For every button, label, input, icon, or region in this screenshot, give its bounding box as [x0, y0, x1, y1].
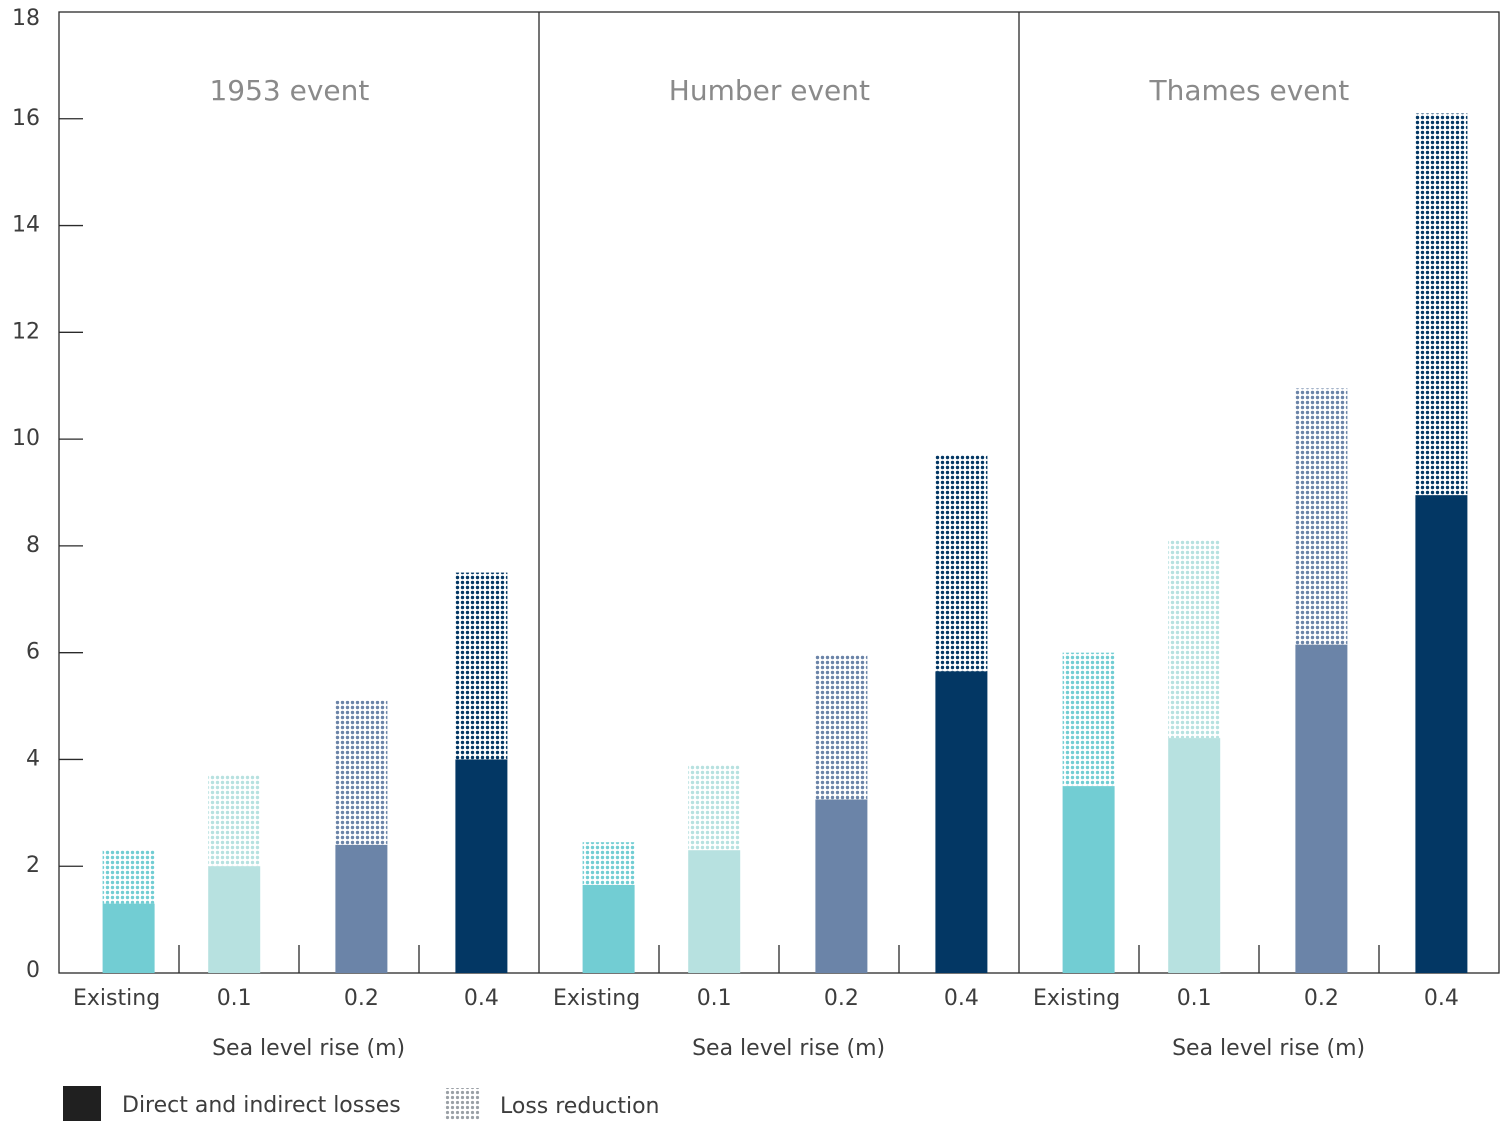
bar-loss-reduction [455, 572, 508, 760]
bar-loss-reduction [1168, 540, 1221, 739]
bar-direct-indirect-losses [935, 671, 988, 973]
y-tick-label: 2 [26, 853, 40, 878]
bar-loss-reduction [688, 764, 741, 851]
panel: Humber event Existing 0.1 0.2 0.4 Sea level r… [553, 74, 988, 1061]
x-tick-label: 0.2 [1304, 986, 1339, 1011]
x-tick-label: 0.1 [1177, 986, 1212, 1011]
plot-border [58, 11, 1500, 974]
legend-swatch-loss-reduction [444, 1088, 480, 1120]
bar-direct-indirect-losses [1295, 644, 1348, 973]
legend-swatch-losses [63, 1086, 101, 1121]
bar-loss-reduction [335, 700, 388, 845]
panel-title: 1953 event [209, 74, 369, 107]
x-axis-title: Sea level rise (m) [212, 1036, 405, 1061]
panel: Thames event Existing 0.1 0.2 0.4 Sea level r… [1033, 74, 1468, 1061]
bar-direct-indirect-losses [102, 903, 155, 973]
legend-label-loss-reduction: Loss reduction [500, 1094, 660, 1119]
y-tick-label: 12 [12, 319, 40, 344]
x-tick-label: 0.1 [217, 986, 252, 1011]
bar-loss-reduction [1062, 652, 1115, 787]
y-tick-label: 18 [12, 6, 40, 31]
x-tick-label: Existing [73, 986, 160, 1011]
bar-loss-reduction [815, 655, 868, 800]
bar-direct-indirect-losses [815, 799, 868, 973]
panel-title: Humber event [669, 74, 870, 107]
legend: Direct and indirect losses Loss reduction [63, 1086, 660, 1121]
x-axis-title: Sea level rise (m) [1172, 1036, 1365, 1061]
y-tick-label: 8 [26, 533, 40, 558]
x-tick-label: 0.2 [824, 986, 859, 1011]
y-tick-label: 10 [12, 426, 40, 451]
legend-label-losses: Direct and indirect losses [122, 1093, 401, 1118]
x-tick-label: Existing [553, 986, 640, 1011]
x-tick-label: 0.2 [344, 986, 379, 1011]
x-tick-label: 0.1 [697, 986, 732, 1011]
y-tick-label: 0 [26, 958, 40, 983]
bar-loss-reduction [1415, 113, 1468, 496]
x-tick-label: 0.4 [944, 986, 979, 1011]
plot-frame [58, 11, 1500, 974]
x-tick-label: 0.4 [464, 986, 499, 1011]
bar-direct-indirect-losses [1415, 495, 1468, 973]
bar-direct-indirect-losses [455, 759, 508, 973]
bar-loss-reduction [102, 850, 155, 904]
y-tick-label: 16 [12, 106, 40, 131]
y-tick-label: 14 [12, 213, 40, 238]
x-axis-title: Sea level rise (m) [692, 1036, 885, 1061]
x-tick-label: 0.4 [1424, 986, 1459, 1011]
bar-loss-reduction [208, 775, 261, 867]
bar-direct-indirect-losses [335, 844, 388, 973]
x-tick-label: Existing [1033, 986, 1120, 1011]
bar-direct-indirect-losses [582, 884, 635, 973]
bar-direct-indirect-losses [1062, 786, 1115, 973]
y-tick-label: 6 [26, 640, 40, 665]
chart-panels: 1953 event Existing 0.1 0.2 0.4 Sea level ris… [73, 74, 1468, 1061]
bar-loss-reduction [1295, 388, 1348, 645]
bar-loss-reduction [582, 842, 635, 885]
y-axis: 0 2 4 6 8 10 12 14 16 18 [12, 6, 83, 983]
panel-title: Thames event [1149, 74, 1350, 107]
bar-direct-indirect-losses [688, 850, 741, 973]
y-tick-label: 4 [26, 746, 40, 771]
panel: 1953 event Existing 0.1 0.2 0.4 Sea level ris… [73, 74, 508, 1061]
bar-loss-reduction [935, 455, 988, 672]
bar-direct-indirect-losses [1168, 738, 1221, 973]
bar-direct-indirect-losses [208, 866, 261, 973]
